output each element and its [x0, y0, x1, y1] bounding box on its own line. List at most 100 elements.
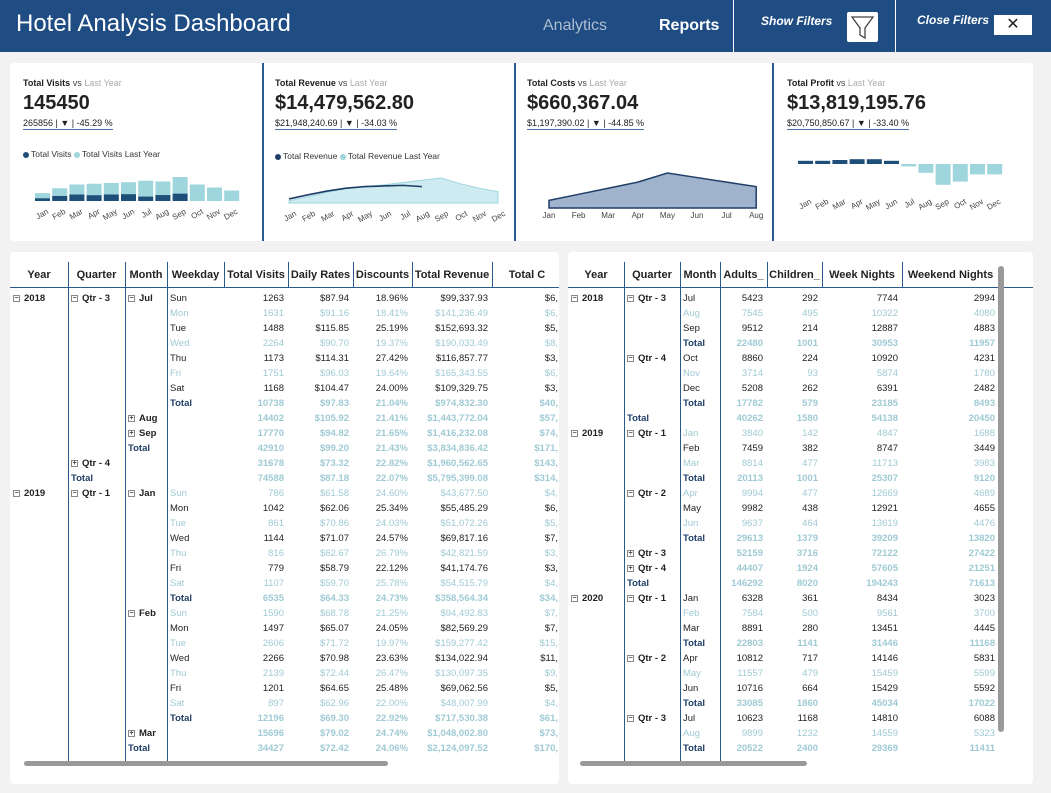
table-row[interactable]: May 11557 479 15459 5599: [568, 666, 1033, 681]
show-filters-button[interactable]: Show Filters: [761, 14, 833, 28]
horizontal-scrollbar[interactable]: [580, 761, 807, 766]
table-row[interactable]: − Qtr - 4 Oct 8860 224 10920 4231: [568, 351, 1033, 366]
table-row[interactable]: Thu 1173 $114.31 27.42% $116,857.77 $3,: [10, 351, 559, 366]
table-row[interactable]: Wed 1144 $71.07 24.57% $69,817.16 $7,: [10, 531, 559, 546]
table-row[interactable]: Sat 1168 $104.47 24.00% $109,329.75 $3,: [10, 381, 559, 396]
column-header[interactable]: Discounts: [355, 269, 410, 281]
table-row[interactable]: Mar 8814 477 11713 3983: [568, 456, 1033, 471]
collapse-icon[interactable]: −: [128, 489, 135, 497]
table-row[interactable]: Total 74588 $87.18 22.07% $5,795,399.08 $314,: [10, 471, 559, 486]
column-header[interactable]: Weekend Nights: [907, 269, 994, 281]
column-header[interactable]: Daily Rates: [290, 269, 351, 281]
collapse-icon[interactable]: −: [627, 354, 634, 362]
table-row[interactable]: Tue 1488 $115.85 25.19% $152,693.32 $5,: [10, 321, 559, 336]
column-header[interactable]: Total C: [508, 269, 546, 281]
collapse-icon[interactable]: −: [13, 294, 20, 302]
column-header[interactable]: Total Visits: [227, 269, 285, 281]
table-row[interactable]: Total 42910 $99.20 21.43% $3,834,836.42 $171,: [10, 441, 559, 456]
expand-icon[interactable]: +: [128, 429, 135, 437]
table-row[interactable]: Aug 7545 495 10322 4080: [568, 306, 1033, 321]
expand-icon[interactable]: +: [128, 729, 135, 737]
table-row[interactable]: Total 20113 1001 25307 9120: [568, 471, 1033, 486]
table-row[interactable]: − Qtr - 2 Apr 9994 477 12669 4689: [568, 486, 1033, 501]
vertical-scrollbar[interactable]: [998, 266, 1004, 732]
nav-reports[interactable]: Reports: [659, 17, 720, 34]
column-header[interactable]: Children_: [769, 269, 820, 281]
table-row[interactable]: Wed 2266 $70.98 23.63% $134,022.94 $11,: [10, 651, 559, 666]
table-row[interactable]: − Feb Sun 1590 $68.78 21.25% $94,492.83 $7,: [10, 606, 559, 621]
horizontal-scrollbar[interactable]: [24, 761, 388, 766]
collapse-icon[interactable]: −: [571, 294, 578, 302]
table-row[interactable]: Tue 2606 $71.72 19.97% $159,277.42 $15,: [10, 636, 559, 651]
table-row[interactable]: −2018 − Qtr - 3 Jul 5423 292 7744 2994: [568, 291, 1033, 306]
table-row[interactable]: Total 33085 1860 45034 17022: [568, 696, 1033, 711]
table-row[interactable]: Total 22803 1141 31446 11168: [568, 636, 1033, 651]
collapse-icon[interactable]: −: [71, 489, 78, 497]
table-row[interactable]: Total 40262 1580 54138 20450: [568, 411, 1033, 426]
table-row[interactable]: Total 34427 $72.42 24.06% $2,124,097.52 $170,: [10, 741, 559, 756]
table-row[interactable]: Total 22480 1001 30953 11957: [568, 336, 1033, 351]
table-row[interactable]: −2018 − Qtr - 3 − Jul Sun 1263 $87.94 18.96% $99,…: [10, 291, 559, 306]
nav-analytics[interactable]: Analytics: [543, 17, 608, 34]
filter-button[interactable]: [847, 12, 878, 42]
table-row[interactable]: Total 17782 579 23185 8493: [568, 396, 1033, 411]
table-row[interactable]: Mon 1631 $91.16 18.41% $141,236.49 $6,: [10, 306, 559, 321]
table-row[interactable]: Total 10738 $97.83 21.04% $974,832.30 $40,: [10, 396, 559, 411]
column-header[interactable]: Quarter: [632, 269, 672, 281]
table-row[interactable]: Nov 3714 93 5874 1780: [568, 366, 1033, 381]
collapse-icon[interactable]: −: [571, 429, 578, 437]
table-row[interactable]: Total 12196 $69.30 22.92% $717,530.38 $61,: [10, 711, 559, 726]
collapse-icon[interactable]: −: [128, 294, 135, 302]
table-row[interactable]: −2020 − Qtr - 1 Jan 6328 361 8434 3023: [568, 591, 1033, 606]
table-row[interactable]: − Qtr - 2 Apr 10812 717 14146 5831: [568, 651, 1033, 666]
collapse-icon[interactable]: −: [128, 609, 135, 617]
table-row[interactable]: + Qtr - 4 31678 $73.32 22.82% $1,960,562.65 $1…: [10, 456, 559, 471]
column-header[interactable]: Weekday: [171, 269, 220, 281]
visits-revenue-matrix[interactable]: Year Quarter Month Weekday Total Visits Daily…: [10, 252, 559, 784]
expand-icon[interactable]: +: [128, 414, 135, 422]
table-row[interactable]: Total 146292 8020 194243 71613: [568, 576, 1033, 591]
collapse-icon[interactable]: −: [13, 489, 20, 497]
table-row[interactable]: + Qtr - 4 44407 1924 57605 21251: [568, 561, 1033, 576]
table-row[interactable]: Fri 1751 $96.03 19.64% $165,343.55 $6,: [10, 366, 559, 381]
collapse-icon[interactable]: −: [627, 714, 634, 722]
expand-icon[interactable]: +: [71, 459, 78, 467]
table-row[interactable]: Feb 7584 500 9561 3700: [568, 606, 1033, 621]
table-row[interactable]: Fri 779 $58.79 22.12% $41,174.76 $3,: [10, 561, 559, 576]
table-row[interactable]: Thu 2139 $72.44 26.47% $130,097.35 $9,: [10, 666, 559, 681]
table-row[interactable]: −2019 − Qtr - 1 − Jan Sun 786 $61.58 24.60% $43,6…: [10, 486, 559, 501]
table-row[interactable]: Total 29613 1379 39209 13820: [568, 531, 1033, 546]
column-header[interactable]: Year: [27, 269, 51, 281]
column-header[interactable]: Total Revenue: [414, 269, 490, 281]
table-row[interactable]: + Sep 17770 $94.82 21.65% $1,416,232.08 $74,: [10, 426, 559, 441]
table-row[interactable]: Total 6535 $64.33 24.73% $358,564.34 $34,: [10, 591, 559, 606]
table-row[interactable]: + Aug 14402 $105.92 21.41% $1,443,772.04 $57,: [10, 411, 559, 426]
collapse-icon[interactable]: −: [627, 654, 634, 662]
collapse-icon[interactable]: −: [627, 294, 634, 302]
table-row[interactable]: May 9982 438 12921 4655: [568, 501, 1033, 516]
column-header[interactable]: Quarter: [76, 269, 117, 281]
table-row[interactable]: Dec 5208 262 6391 2482: [568, 381, 1033, 396]
table-row[interactable]: Jun 9637 464 13619 4476: [568, 516, 1033, 531]
collapse-icon[interactable]: −: [571, 594, 578, 602]
table-row[interactable]: Sat 1107 $59.70 25.78% $54,515.79 $4,: [10, 576, 559, 591]
table-row[interactable]: Fri 1201 $64.65 25.48% $69,062.56 $5,: [10, 681, 559, 696]
collapse-icon[interactable]: −: [627, 594, 634, 602]
table-row[interactable]: Thu 816 $62.67 26.79% $42,821.59 $3,: [10, 546, 559, 561]
column-header[interactable]: Month: [683, 269, 717, 281]
table-row[interactable]: Mon 1497 $65.07 24.05% $82,569.29 $7,: [10, 621, 559, 636]
table-row[interactable]: + Qtr - 3 52159 3716 72122 27422: [568, 546, 1033, 561]
table-row[interactable]: Aug 9899 1232 14559 5323: [568, 726, 1033, 741]
column-header[interactable]: Year: [584, 269, 608, 281]
table-row[interactable]: Total 20522 2400 29369 11411: [568, 741, 1033, 756]
collapse-icon[interactable]: −: [627, 489, 634, 497]
close-icon[interactable]: ✕: [994, 15, 1032, 35]
table-row[interactable]: Sep 9512 214 12887 4883: [568, 321, 1033, 336]
column-header[interactable]: Adults_: [723, 269, 764, 281]
table-row[interactable]: Mar 8891 280 13451 4445: [568, 621, 1033, 636]
collapse-icon[interactable]: −: [627, 429, 634, 437]
table-row[interactable]: Mon 1042 $62.06 25.34% $55,485.29 $6,: [10, 501, 559, 516]
expand-icon[interactable]: +: [627, 549, 634, 557]
column-header[interactable]: Week Nights: [829, 269, 895, 281]
table-row[interactable]: Jun 10716 664 15429 5592: [568, 681, 1033, 696]
